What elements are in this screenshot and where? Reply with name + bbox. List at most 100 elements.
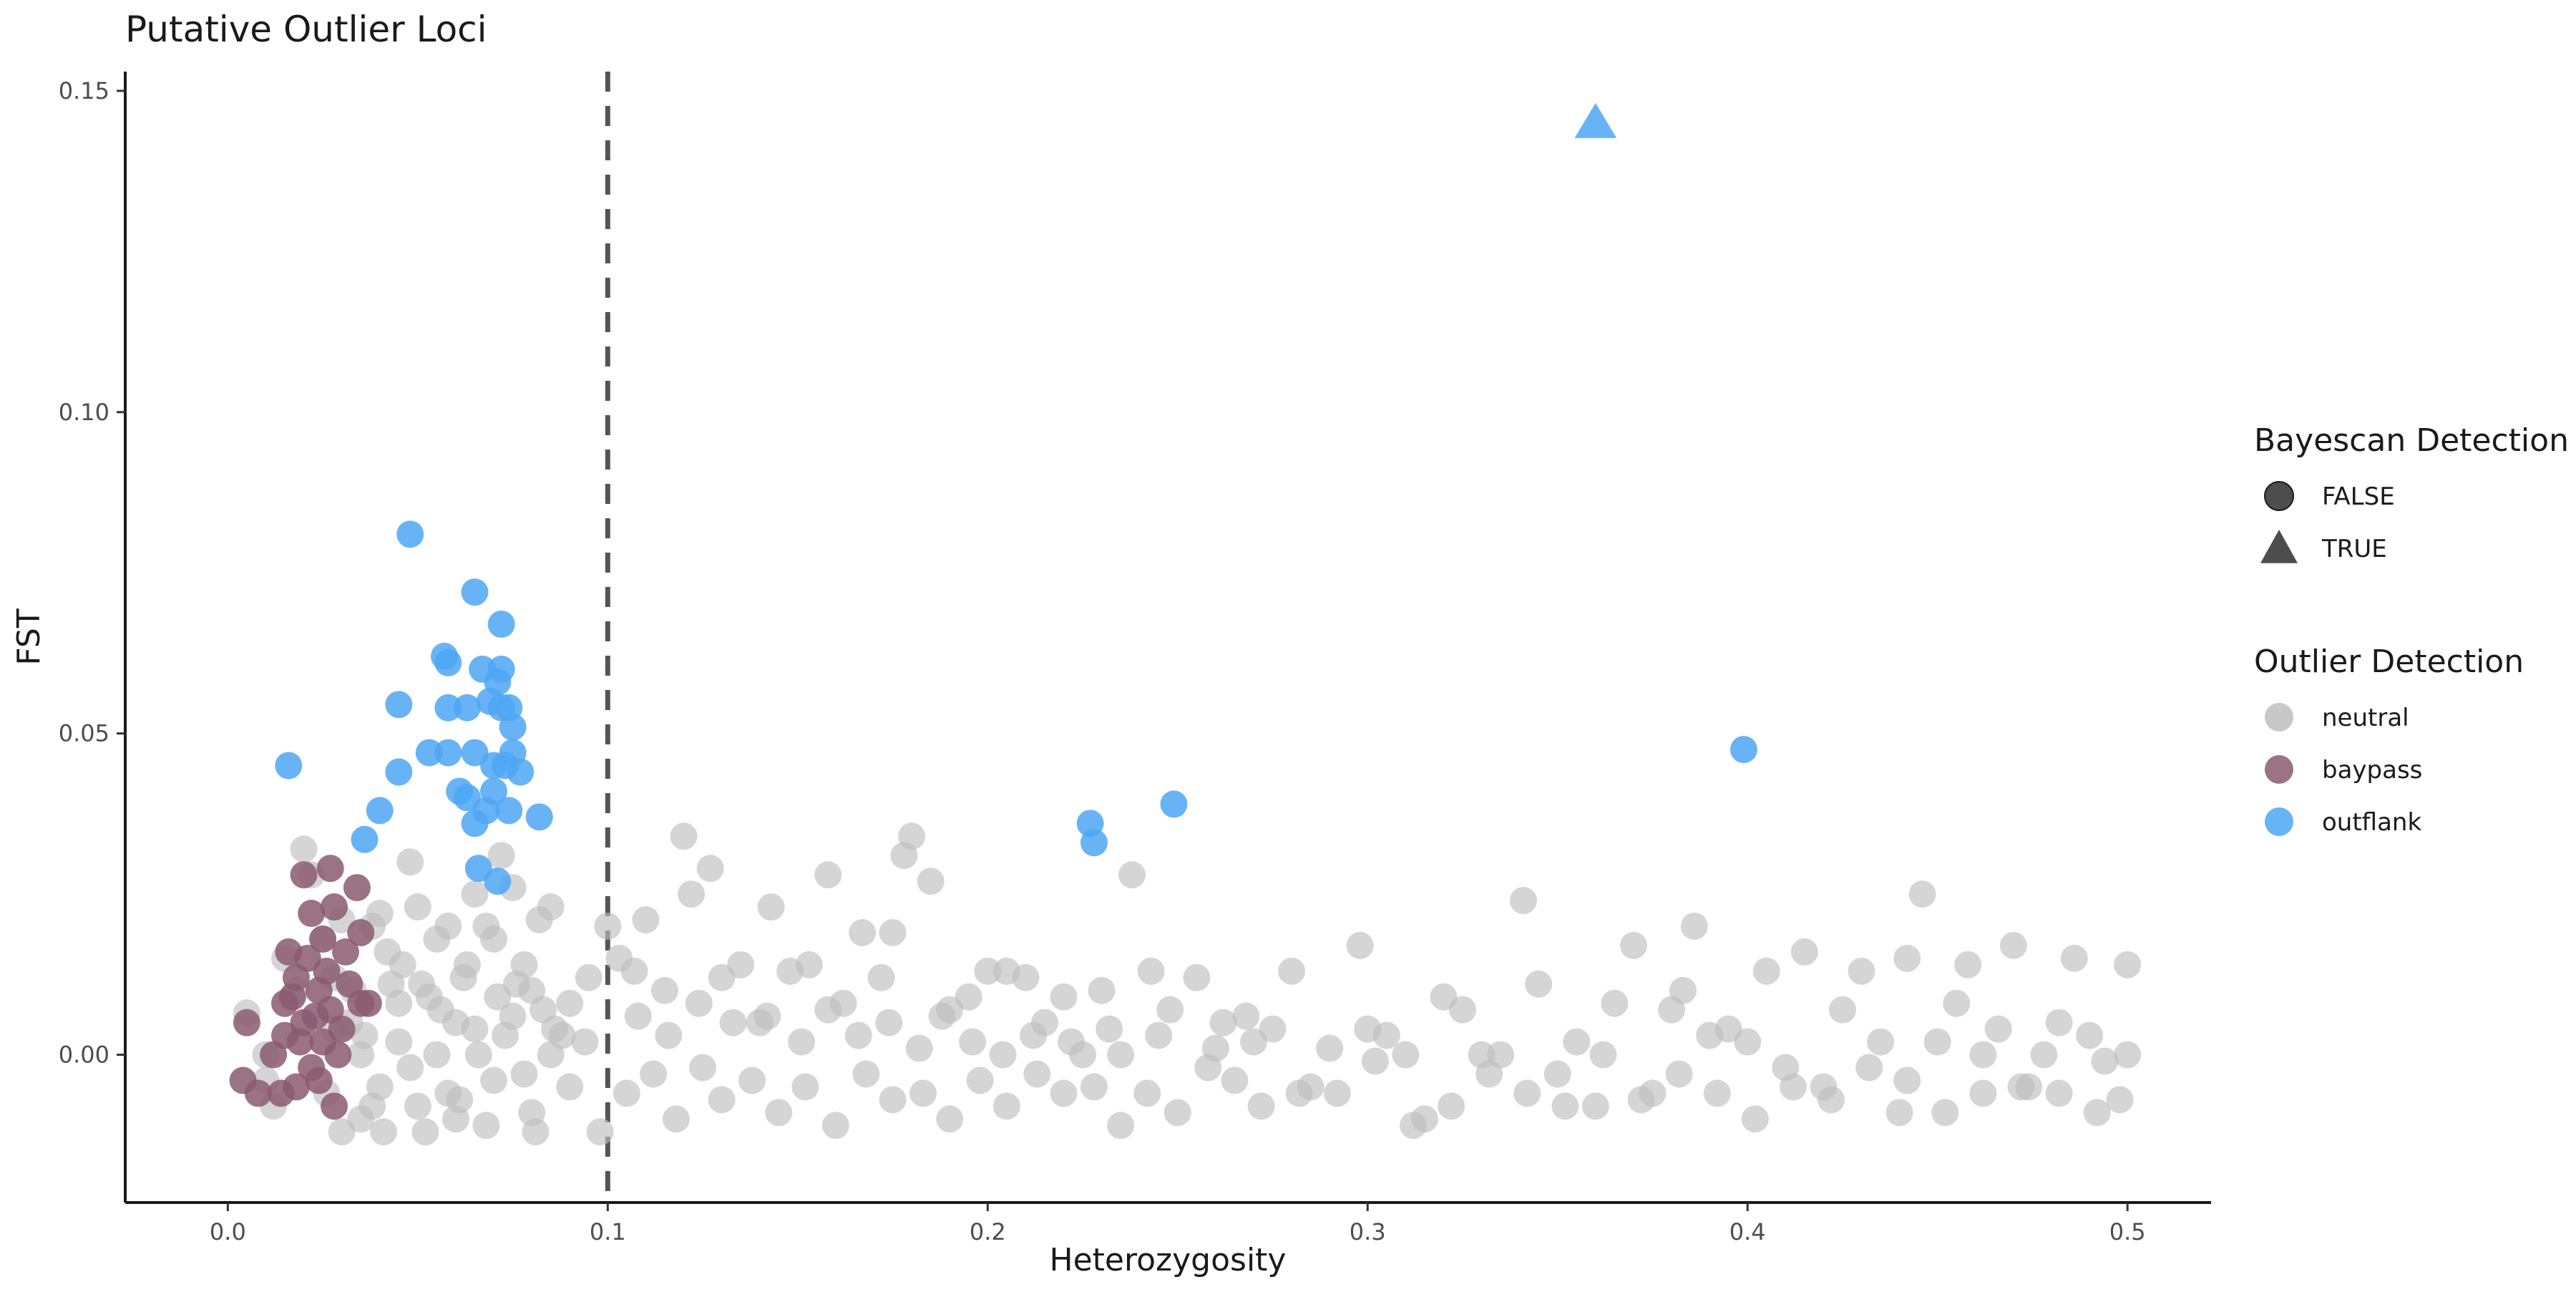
legend-key-triangle [2260,530,2298,563]
data-point-baypass [324,1041,352,1069]
data-point-neutral [632,906,660,933]
data-point-outflank [461,578,489,606]
y-tick-label: 0.00 [59,1041,109,1069]
data-point-neutral [556,1073,584,1101]
data-point-neutral [1752,957,1780,985]
data-point-neutral [1323,1079,1351,1107]
data-point-baypass [305,1067,333,1094]
data-point-neutral [411,1118,439,1146]
legend-key-baypass [2265,755,2293,784]
data-point-baypass [343,874,371,902]
data-point-neutral [1999,931,2027,959]
data-point-neutral [966,1067,994,1094]
data-point-baypass [321,1092,348,1120]
data-point-neutral [370,1118,398,1146]
data-point-outflank [385,758,413,786]
data-point-neutral [594,912,622,940]
data-point-neutral [2045,1079,2073,1107]
data-point-baypass [278,983,306,1011]
data-point-neutral [852,1060,880,1088]
data-point-neutral [905,1034,933,1062]
x-tick-label: 0.5 [2109,1218,2146,1245]
data-point-neutral [867,963,895,991]
plot-area [229,72,2142,1203]
data-point-outflank [525,803,553,831]
data-point-neutral [875,1009,903,1036]
data-point-neutral [613,1079,640,1107]
data-point-neutral [788,1028,816,1056]
data-point-outflank [396,520,424,548]
data-point-neutral [1848,957,1875,985]
data-point-neutral [1156,996,1184,1024]
data-point-neutral [1943,989,1971,1017]
data-point-neutral [510,1060,538,1088]
data-point-neutral [404,1092,431,1120]
data-point-neutral [537,893,565,921]
data-point-neutral [290,835,318,863]
data-point-outflank [484,868,512,895]
data-point-neutral [1259,1015,1287,1043]
data-point-neutral [1438,1092,1465,1120]
data-point-neutral [791,1073,819,1101]
data-point-outflank [453,784,481,812]
data-point-neutral [879,1086,907,1114]
data-point-outflank [499,713,527,741]
data-point-outflank [495,797,523,825]
data-point-neutral [1058,1028,1085,1056]
data-point-neutral [2060,944,2088,972]
data-point-neutral [423,1041,451,1069]
data-point-neutral [1867,1028,1895,1056]
data-point-neutral [689,1054,717,1082]
data-point-neutral [328,1118,356,1146]
data-point-neutral [1984,1015,2012,1043]
data-point-neutral [650,976,678,1004]
data-point-neutral [1551,1092,1579,1120]
data-point-neutral [2045,1009,2073,1036]
data-point-baypass [321,893,348,921]
legend-key-neutral [2265,703,2293,732]
data-point-neutral [480,1067,508,1094]
data-point-neutral [366,900,394,928]
data-point-neutral [1627,1086,1655,1114]
data-point-outflank [487,611,515,638]
data-point-neutral [662,1105,690,1133]
data-point-neutral [1818,1086,1845,1114]
data-point-neutral [1430,983,1458,1011]
data-point-neutral [1969,1041,1997,1069]
x-axis-ticks: 0.0 0.1 0.2 0.3 0.4 0.5 [210,1203,2146,1245]
data-point-neutral [1669,976,1697,1004]
data-point-neutral [1201,1034,1229,1062]
data-point-neutral [408,970,436,998]
data-point-neutral [404,893,431,921]
data-point-outflank [275,752,303,779]
data-point-neutral [1931,1099,1959,1127]
data-point-neutral [1893,1067,1921,1094]
data-point-neutral [1714,1015,1742,1043]
data-point-neutral [1050,1079,1078,1107]
data-point-neutral [396,848,424,876]
data-point-neutral [917,868,945,895]
data-point-neutral [936,1105,964,1133]
data-point-neutral [1107,1041,1135,1069]
data-point-neutral [522,1118,550,1146]
data-point-neutral [453,951,481,978]
data-point-neutral [1741,1105,1769,1133]
data-point-baypass [309,925,337,953]
data-point-outflank [1080,829,1108,857]
data-point-neutral [1908,880,1936,908]
data-point-outflank [434,649,462,676]
data-point-outflank [464,855,492,883]
data-point-outflank [461,810,489,837]
data-point-neutral [738,1067,766,1094]
data-point-neutral [1239,1028,1267,1056]
data-point-neutral [1088,976,1116,1004]
data-point-neutral [487,842,515,870]
chart-title: Putative Outlier Loci [125,9,487,50]
data-point-neutral [537,1041,565,1069]
y-tick-label: 0.05 [59,720,109,747]
data-point-outflank [415,739,443,767]
data-point-neutral [765,1099,793,1127]
data-point-neutral [2106,1086,2134,1114]
legend-label: outflank [2322,808,2421,837]
